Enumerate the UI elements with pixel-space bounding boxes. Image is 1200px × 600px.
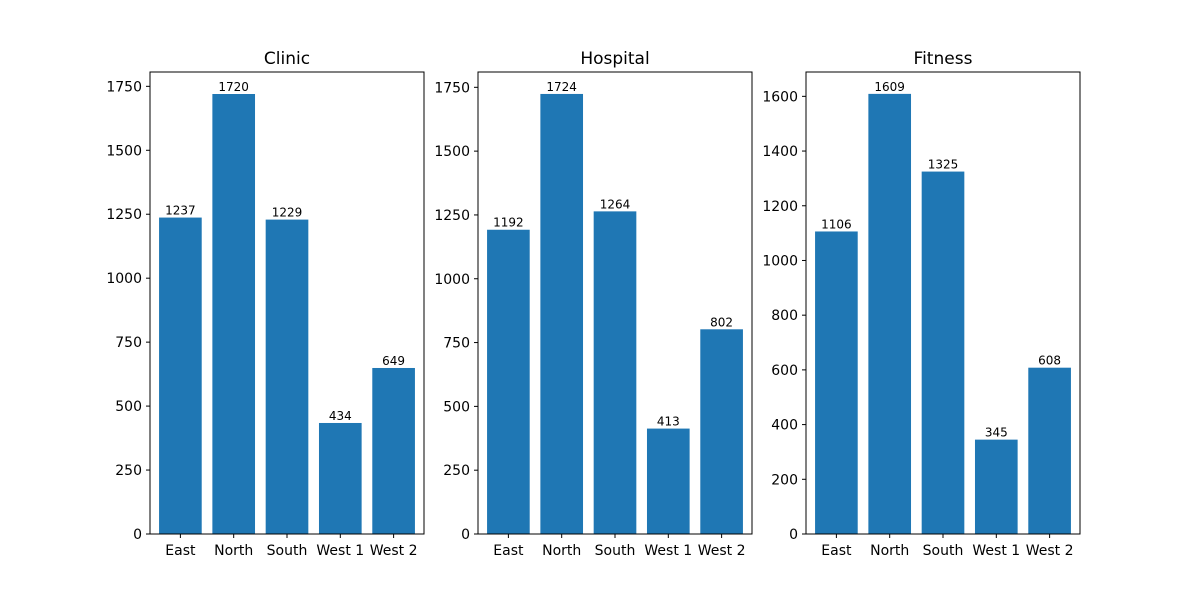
bar-value-label: 434 [329,409,352,423]
chart-panel-0: 1237 East 1720 North 1229 South 434 West 1 649 We… [106,49,425,559]
axes-frame [477,71,753,535]
y-tick-label: 0 [789,527,798,543]
bar-west-1 [974,439,1018,534]
y-tick-label: 1750 [106,79,142,95]
bar-east [159,217,202,534]
bar-value-label: 345 [985,426,1008,440]
y-tick-label: 750 [443,336,470,352]
chart-title: Hospital [580,49,649,69]
x-tick-label: East [493,543,524,559]
y-tick-label: 1500 [106,143,142,159]
chart-panel-2: 1106 East 1609 North 1325 South 345 West 1 608 We… [762,49,1081,559]
y-tick-label: 1200 [762,199,798,215]
y-tick-label: 750 [115,335,142,351]
y-tick-label: 1000 [106,271,142,287]
chart-title: Clinic [264,49,310,69]
chart-panel-1: 1192 East 1724 North 1264 South 413 West 1 802 We… [434,49,753,559]
y-tick-label: 1750 [434,80,470,96]
y-tick-label: 1600 [762,89,798,105]
bar-south [265,219,309,534]
x-tick-label: South [923,543,964,559]
bar-west-1 [318,422,362,534]
bar-value-label: 1724 [546,80,577,94]
y-tick-label: 250 [115,463,142,479]
bar-north [868,93,912,534]
y-tick-label: 500 [115,399,142,415]
bar-east [487,229,530,535]
bar-value-label: 1229 [272,206,303,220]
y-tick-label: 0 [461,527,470,543]
y-tick-label: 500 [443,399,470,415]
bar-value-label: 1720 [218,80,249,94]
x-tick-label: North [214,543,253,559]
y-tick-label: 1250 [434,208,470,224]
x-tick-label: North [870,543,909,559]
bar-west-2 [1028,367,1071,534]
bar-value-label: 1106 [821,217,852,231]
bar-value-label: 1325 [928,158,959,172]
x-tick-label: West 2 [698,543,746,559]
bar-west-1 [646,428,690,534]
bar-value-label: 1237 [165,204,196,218]
bar-north [540,93,584,534]
bar-west-2 [700,329,743,534]
y-tick-label: 1000 [434,272,470,288]
x-tick-label: South [595,543,636,559]
y-tick-label: 600 [771,363,798,379]
y-tick-label: 1400 [762,144,798,160]
bar-north [212,94,256,534]
y-tick-label: 250 [443,463,470,479]
x-tick-label: West 1 [316,543,364,559]
y-tick-label: 1250 [106,207,142,223]
bar-west-2 [372,367,415,534]
bar-value-label: 413 [657,415,680,429]
bar-value-label: 1264 [600,197,631,211]
x-tick-label: West 2 [370,543,418,559]
y-tick-label: 1000 [762,253,798,269]
y-tick-label: 0 [133,527,142,543]
bar-value-label: 649 [382,354,405,368]
bar-east [815,231,858,534]
x-tick-label: East [821,543,852,559]
y-tick-label: 1500 [434,144,470,160]
bar-value-label: 1192 [493,216,524,230]
chart-title: Fitness [914,49,973,69]
bar-south [593,211,637,534]
bar-value-label: 1609 [874,80,905,94]
x-tick-label: North [542,543,581,559]
x-tick-label: East [165,543,196,559]
x-tick-label: West 1 [644,543,692,559]
bar-value-label: 802 [710,315,733,329]
axes-frame [149,71,425,535]
x-tick-label: West 1 [972,543,1020,559]
x-tick-label: West 2 [1026,543,1074,559]
y-tick-label: 800 [771,308,798,324]
x-tick-label: South [267,543,308,559]
bar-south [921,171,965,534]
y-tick-label: 200 [771,472,798,488]
axes-frame [805,71,1081,535]
y-tick-label: 400 [771,418,798,434]
bar-value-label: 608 [1038,354,1061,368]
